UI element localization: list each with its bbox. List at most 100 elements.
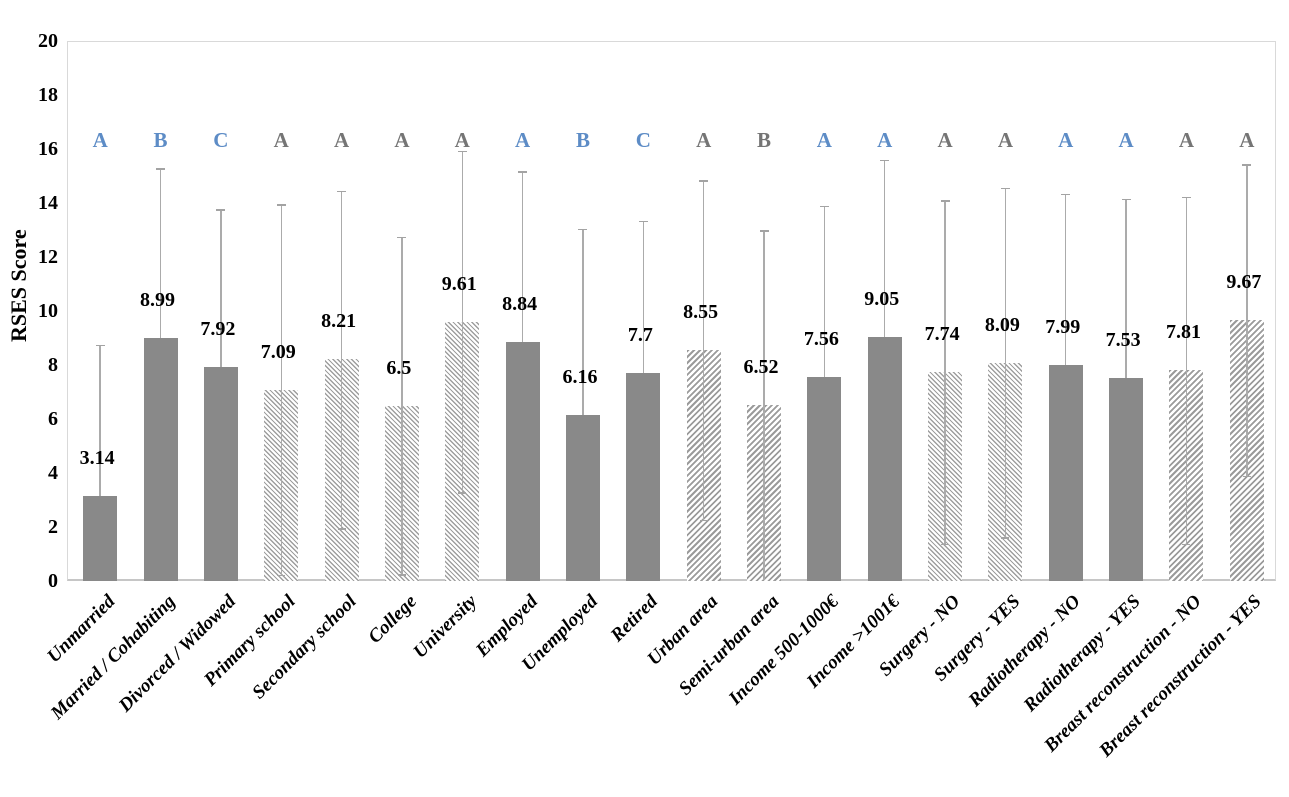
- value-label: 8.09: [984, 313, 1020, 336]
- significance-letter: A: [1239, 128, 1255, 152]
- x-tick-label: Retired: [607, 591, 663, 647]
- error-bar-top-cap: [397, 236, 407, 239]
- value-label: 9.67: [1226, 270, 1262, 293]
- error-bar: [401, 236, 403, 575]
- x-tick-label: Secondary school: [248, 591, 361, 704]
- error-bar-top-cap: [276, 204, 286, 206]
- value-label: 7.7: [627, 324, 653, 347]
- value-label: 8.21: [321, 310, 357, 333]
- value-label: 7.99: [1045, 316, 1081, 339]
- significance-letter: A: [1058, 128, 1074, 152]
- error-bar-bottom-cap: [458, 492, 467, 494]
- x-tick-label: Radiotherapy - NO: [964, 591, 1085, 712]
- value-label: 7.56: [803, 327, 839, 350]
- error-bar: [884, 159, 886, 514]
- error-bar-bottom-cap: [1242, 475, 1251, 478]
- significance-letter: B: [757, 128, 772, 152]
- error-bar-top-cap: [216, 209, 226, 211]
- value-label: 7.53: [1105, 328, 1141, 351]
- error-bar-top-cap: [1061, 193, 1071, 196]
- error-bar: [461, 150, 463, 493]
- error-bar: [944, 200, 946, 544]
- bar: [626, 373, 661, 581]
- error-bar-top-cap: [518, 171, 528, 173]
- value-label: 7.81: [1165, 321, 1201, 344]
- x-tick-label: University: [409, 591, 482, 663]
- significance-letter: A: [333, 128, 350, 152]
- significance-letter: B: [575, 128, 590, 152]
- value-label: 3.14: [79, 447, 115, 470]
- error-bar-top-cap: [578, 228, 588, 231]
- value-label: 6.52: [743, 355, 779, 378]
- bar: [1048, 365, 1083, 581]
- error-bar-bottom-cap: [941, 543, 950, 546]
- error-bar: [1246, 164, 1248, 476]
- significance-letter: B: [153, 128, 168, 152]
- error-bar-bottom-cap: [699, 519, 708, 522]
- error-bar-top-cap: [156, 168, 166, 170]
- error-bar: [763, 230, 765, 580]
- y-axis-title: RSES Score: [6, 229, 31, 342]
- error-bar: [1004, 187, 1007, 538]
- error-bar: [99, 344, 101, 581]
- significance-letter: C: [635, 128, 651, 152]
- error-bar-top-cap: [880, 159, 890, 162]
- significance-letter: A: [454, 128, 470, 152]
- y-tick-label: 16: [38, 138, 58, 160]
- value-label: 8.55: [683, 301, 719, 324]
- value-label: 8.99: [140, 289, 176, 312]
- value-label: 9.61: [441, 272, 477, 295]
- significance-letter: A: [696, 128, 712, 152]
- error-bar-top-cap: [337, 190, 347, 193]
- significance-letter: A: [394, 128, 410, 152]
- y-tick-label: 14: [38, 192, 58, 214]
- value-label: 7.09: [260, 340, 296, 363]
- significance-letter: A: [997, 128, 1014, 152]
- bar: [143, 338, 178, 581]
- error-bar-top-cap: [95, 344, 105, 347]
- significance-letter: A: [515, 128, 531, 152]
- value-label: 9.05: [864, 287, 900, 310]
- bar: [807, 376, 842, 581]
- significance-letter: A: [1178, 128, 1195, 152]
- y-tick-label: 12: [38, 246, 58, 268]
- significance-letter: C: [213, 128, 229, 152]
- value-label: 7.92: [200, 318, 236, 341]
- error-bar: [823, 205, 826, 549]
- error-bar-top-cap: [699, 180, 709, 182]
- x-tick-label: Income 500-1000€: [725, 591, 844, 710]
- y-tick-label: 4: [48, 462, 58, 484]
- plot-area: [67, 41, 1276, 581]
- y-tick-label: 0: [48, 570, 58, 592]
- significance-letter: A: [877, 128, 893, 152]
- error-bar: [1125, 198, 1127, 557]
- error-bar: [280, 204, 282, 575]
- error-bar: [582, 228, 584, 581]
- error-bar-top-cap: [457, 150, 467, 153]
- y-tick-label: 18: [38, 84, 58, 106]
- bar: [1109, 377, 1144, 581]
- y-tick-label: 10: [38, 300, 58, 322]
- significance-letter: A: [92, 128, 108, 152]
- error-bar-top-cap: [638, 220, 648, 223]
- error-bar-bottom-cap: [1182, 543, 1191, 546]
- error-bar-bottom-cap: [397, 574, 406, 576]
- error-bar-bottom-cap: [1001, 537, 1010, 539]
- bar: [565, 414, 600, 581]
- significance-letter: A: [816, 128, 832, 152]
- error-bar-top-cap: [1000, 187, 1010, 190]
- bar: [867, 336, 902, 581]
- significance-letter: A: [937, 128, 953, 152]
- significance-letter: A: [1118, 128, 1134, 152]
- y-tick-label: 8: [48, 354, 58, 376]
- y-tick-label: 20: [38, 30, 58, 52]
- error-bar: [340, 190, 343, 529]
- value-label: 8.84: [502, 293, 538, 316]
- error-bar-top-cap: [819, 205, 829, 208]
- error-bar: [1185, 196, 1188, 544]
- bar: [505, 342, 540, 581]
- error-bar: [521, 171, 524, 514]
- y-tick-label: 6: [48, 408, 58, 430]
- error-bar-top-cap: [1242, 164, 1252, 166]
